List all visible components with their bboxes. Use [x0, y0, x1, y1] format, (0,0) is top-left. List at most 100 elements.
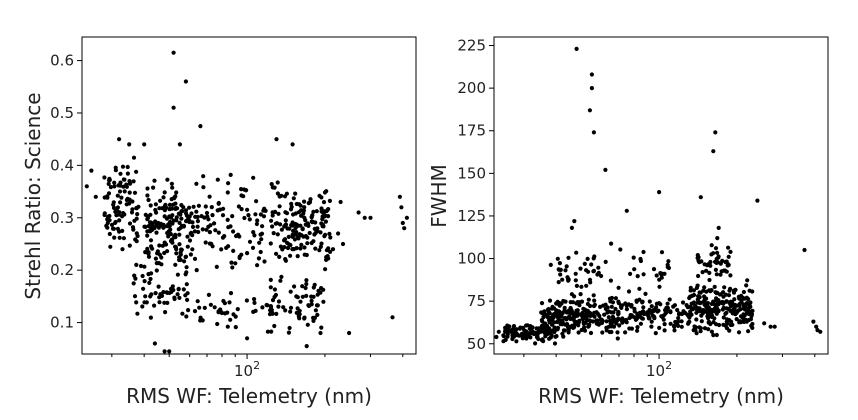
fwhm-y-ticks: 50 75 100 125 150 175 200 225 — [457, 37, 494, 353]
strehl-point — [302, 205, 307, 210]
fwhm-point — [715, 290, 720, 295]
strehl-point — [245, 207, 250, 212]
fwhm-point — [588, 280, 593, 285]
fwhm-point — [755, 198, 760, 203]
strehl-point — [242, 215, 247, 221]
strehl-point — [196, 203, 201, 208]
strehl-point — [127, 142, 132, 147]
fwhm-point — [737, 303, 742, 308]
strehl-point — [254, 221, 259, 227]
strehl-point — [261, 214, 267, 219]
strehl-point — [167, 202, 172, 207]
fwhm-point — [558, 267, 563, 272]
strehl-point — [251, 230, 256, 235]
strehl-point — [142, 300, 147, 305]
strehl-point — [296, 312, 301, 317]
fwhm-point — [728, 249, 733, 254]
strehl-point — [146, 272, 151, 277]
fwhm-point — [520, 325, 526, 330]
strehl-point — [301, 211, 306, 216]
strehl-point — [315, 312, 320, 317]
fwhm-point — [689, 301, 694, 306]
fwhm-point — [713, 267, 719, 272]
strehl-point — [208, 302, 213, 307]
fwhm-point — [536, 336, 541, 342]
fwhm-point — [543, 323, 548, 328]
fwhm-y-tick-label: 50 — [467, 335, 486, 353]
strehl-point — [176, 211, 181, 216]
fwhm-point — [522, 335, 528, 340]
strehl-point — [179, 216, 184, 221]
fwhm-point — [596, 322, 601, 327]
strehl-point — [152, 341, 157, 346]
fwhm-point — [624, 208, 629, 213]
strehl-point — [309, 302, 314, 307]
fwhm-point — [510, 331, 515, 336]
fwhm-point — [609, 241, 614, 246]
fwhm-point — [557, 261, 563, 266]
fwhm-point — [683, 310, 688, 316]
fwhm-point — [539, 329, 544, 334]
fwhm-point — [611, 324, 617, 329]
strehl-point — [327, 231, 332, 236]
fwhm-point — [540, 319, 545, 324]
strehl-point — [260, 305, 265, 310]
strehl-point — [169, 181, 174, 186]
fwhm-point — [638, 258, 644, 264]
strehl-point — [111, 202, 116, 207]
strehl-point — [347, 330, 352, 336]
strehl-point — [300, 294, 305, 299]
fwhm-point — [748, 300, 753, 305]
fwhm-point — [564, 264, 569, 269]
strehl-point — [302, 245, 307, 250]
fwhm-x-tick-label: 102 — [646, 359, 672, 380]
fwhm-point — [552, 341, 558, 346]
strehl-point — [172, 234, 177, 239]
fwhm-point — [696, 273, 701, 279]
fwhm-point — [574, 250, 579, 255]
fwhm-point — [705, 314, 710, 319]
fwhm-point — [722, 268, 728, 273]
strehl-point — [288, 289, 293, 294]
strehl-point — [319, 206, 324, 211]
strehl-point — [212, 221, 217, 226]
fwhm-point — [700, 308, 706, 313]
strehl-point — [177, 232, 182, 237]
strehl-point — [118, 180, 123, 185]
strehl-point — [117, 137, 122, 142]
strehl-point — [208, 223, 213, 228]
strehl-point — [290, 220, 295, 225]
fwhm-point — [569, 225, 575, 230]
strehl-point — [282, 194, 288, 199]
fwhm-point — [624, 307, 630, 312]
fwhm-point — [742, 304, 747, 309]
strehl-point — [127, 243, 132, 248]
strehl-point — [156, 261, 162, 266]
strehl-point — [112, 235, 117, 240]
strehl-point — [154, 210, 159, 215]
strehl-point — [340, 241, 346, 247]
strehl-point — [277, 204, 282, 209]
strehl-point — [171, 287, 176, 293]
strehl-point — [311, 294, 316, 299]
fwhm-point — [657, 190, 662, 195]
strehl-point — [245, 336, 250, 341]
fwhm-point — [707, 288, 712, 293]
strehl-point — [338, 199, 343, 205]
fwhm-point — [608, 278, 614, 283]
fwhm-point — [708, 321, 713, 327]
fwhm-point — [511, 324, 517, 329]
strehl-point — [145, 233, 150, 238]
fwhm-point — [652, 314, 657, 319]
fwhm-point — [585, 256, 590, 261]
strehl-point — [132, 190, 138, 195]
strehl-point — [185, 297, 190, 302]
strehl-point — [124, 184, 129, 189]
fwhm-point — [724, 310, 729, 315]
fwhm-point — [629, 313, 634, 318]
strehl-points — [84, 50, 409, 354]
fwhm-point — [712, 302, 718, 307]
strehl-point — [291, 228, 296, 233]
strehl-point — [285, 245, 291, 251]
strehl-point — [272, 185, 277, 190]
